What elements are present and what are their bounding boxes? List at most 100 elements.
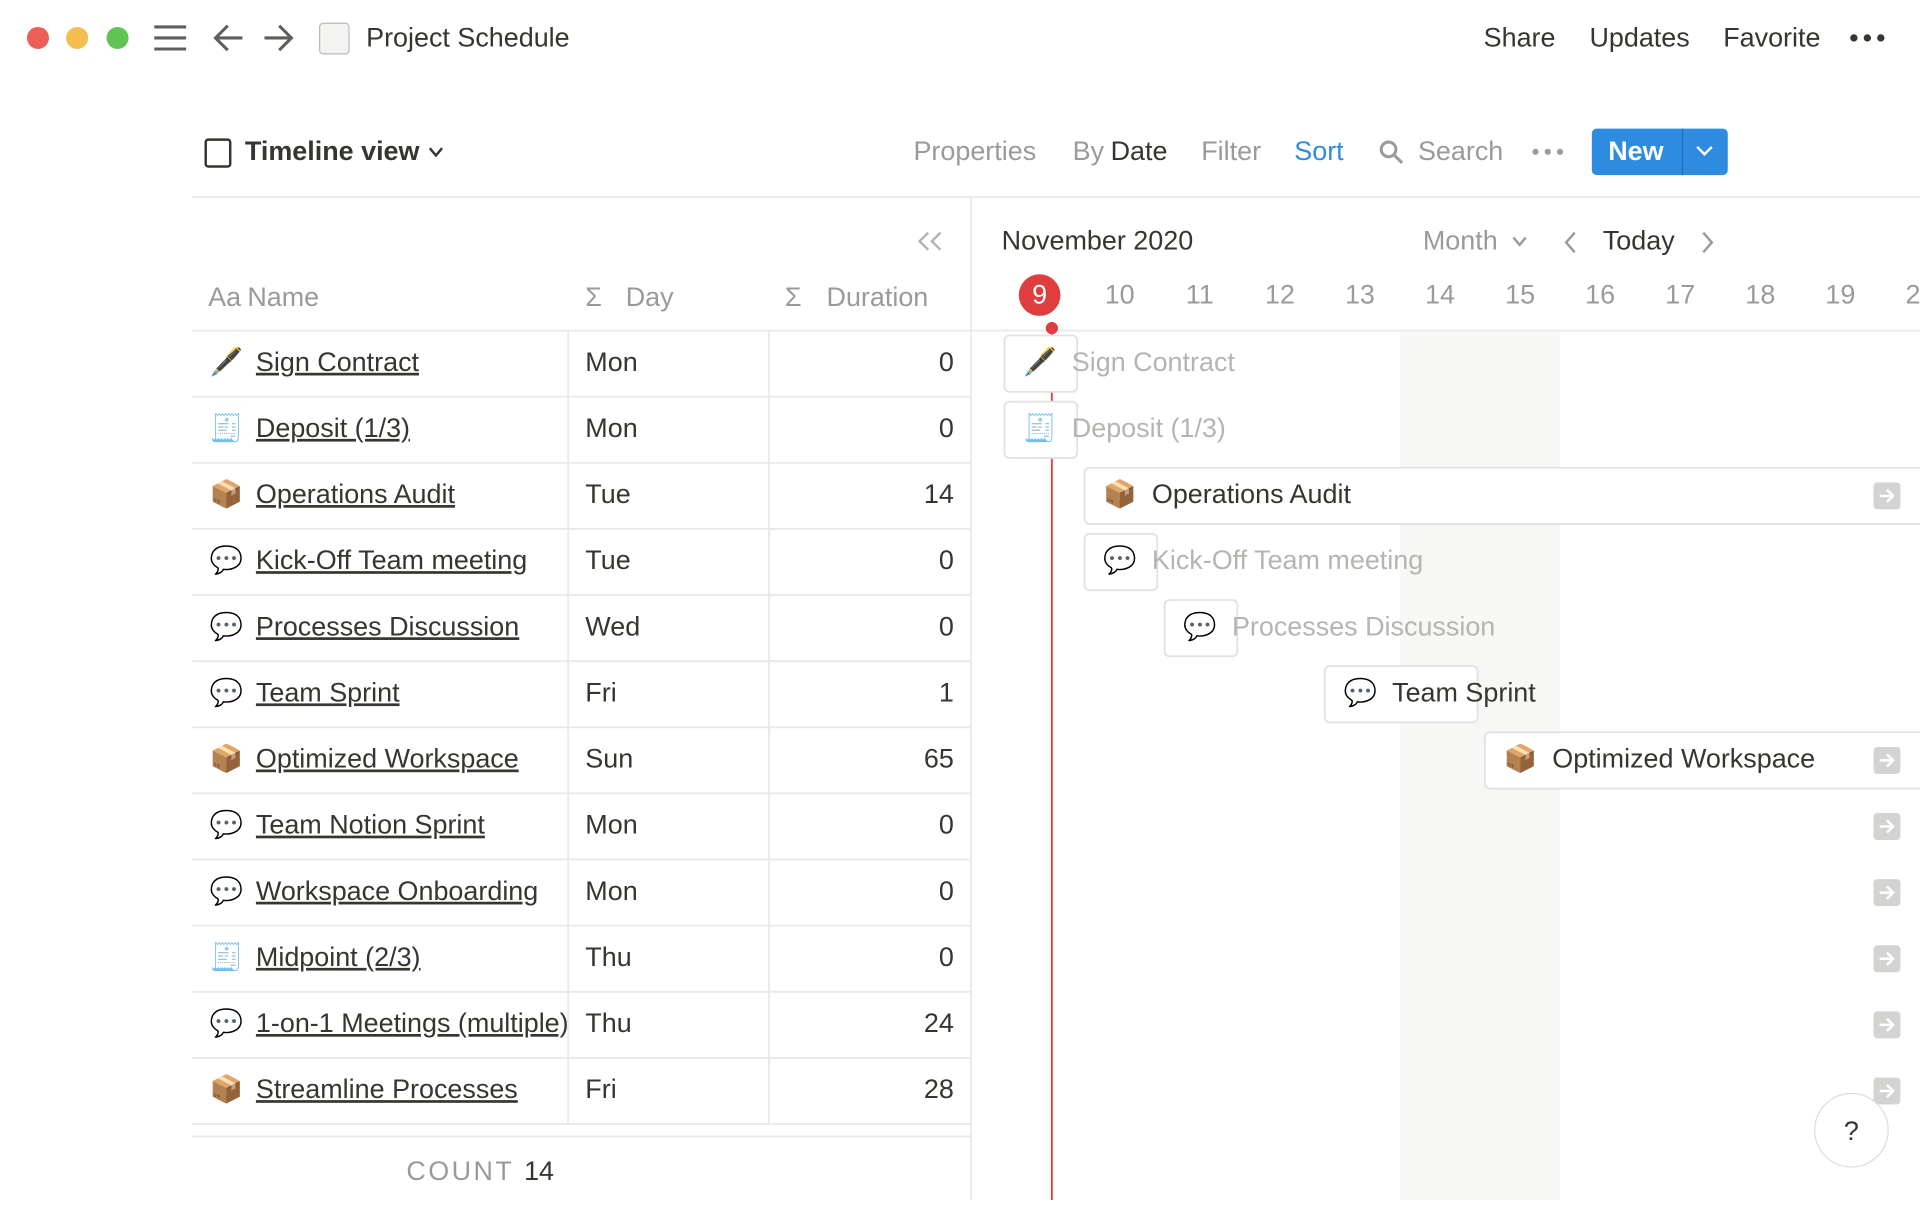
timeline-bar[interactable]: [1003, 400, 1079, 459]
name-cell[interactable]: Operations Audit: [256, 479, 456, 509]
row-icon: 💬: [210, 875, 244, 906]
row-name[interactable]: Operations Audit: [256, 479, 456, 509]
name-cell[interactable]: Team Notion Sprint: [256, 810, 485, 840]
day-label: 12: [1265, 279, 1295, 309]
back-button[interactable]: [213, 24, 243, 52]
collapse-button[interactable]: [917, 231, 942, 251]
more-button[interactable]: [1850, 34, 1885, 42]
favorite-button[interactable]: Favorite: [1723, 22, 1820, 52]
name-cell[interactable]: Midpoint (2/3): [256, 942, 421, 972]
menu-icon[interactable]: [154, 25, 187, 51]
row-name[interactable]: Optimized Workspace: [256, 744, 519, 774]
bar-icon: 💬: [1103, 544, 1137, 575]
column-header[interactable]: Day: [626, 282, 674, 312]
view-icon: [204, 138, 232, 168]
row-name[interactable]: Sign Contract: [256, 347, 420, 377]
row-day: Fri: [585, 1074, 616, 1104]
timeline-bar[interactable]: [1083, 466, 1920, 525]
offscreen-arrow-glyph[interactable]: [1879, 1017, 1895, 1032]
prev-button[interactable]: [1564, 231, 1576, 254]
row-duration: 0: [939, 347, 954, 377]
row-duration: 1: [939, 677, 954, 707]
day-label: 16: [1585, 279, 1615, 309]
offscreen-arrow-glyph[interactable]: [1879, 951, 1895, 966]
by-label[interactable]: By: [1073, 136, 1105, 166]
name-cell[interactable]: Workspace Onboarding: [256, 876, 538, 906]
day-label: 14: [1425, 279, 1455, 309]
row-duration: 0: [939, 413, 954, 443]
name-cell[interactable]: 1-on-1 Meetings (multiple): [256, 1008, 569, 1038]
toolbar-more[interactable]: [1532, 148, 1564, 155]
timeline-bar[interactable]: [1003, 334, 1079, 393]
next-button[interactable]: [1702, 231, 1714, 254]
column-header[interactable]: Name: [247, 282, 319, 312]
minimize-button[interactable]: [66, 26, 89, 49]
row-name[interactable]: 1-on-1 Meetings (multiple): [256, 1008, 569, 1038]
timeline-bar[interactable]: [1163, 599, 1239, 658]
close-button[interactable]: [26, 26, 49, 49]
day-label: 20: [1906, 279, 1920, 309]
page-title: Project Schedule: [366, 22, 570, 52]
name-cell[interactable]: Optimized Workspace: [256, 744, 519, 774]
name-cell[interactable]: Streamline Processes: [256, 1074, 518, 1104]
zoom-button[interactable]: [106, 26, 129, 49]
offscreen-arrow-glyph[interactable]: [1879, 1084, 1895, 1099]
help-label[interactable]: ?: [1844, 1116, 1859, 1146]
bar-label: Optimized Workspace: [1552, 744, 1815, 774]
offscreen-arrow-glyph[interactable]: [1879, 885, 1895, 900]
page-icon: [318, 22, 350, 55]
name-cell[interactable]: Sign Contract: [256, 347, 420, 377]
scale-chevron[interactable]: [1512, 236, 1527, 247]
help-button[interactable]: [1814, 1092, 1889, 1168]
row-name[interactable]: Processes Discussion: [256, 611, 519, 641]
bar-label: Kick-Off Team meeting: [1152, 545, 1423, 575]
bar-label: Processes Discussion: [1232, 611, 1495, 641]
search-icon[interactable]: [1379, 140, 1404, 164]
row-icon: 📦: [210, 743, 244, 774]
column-header[interactable]: Duration: [827, 282, 929, 312]
new-dropdown[interactable]: [1696, 146, 1713, 157]
sort-button[interactable]: Sort: [1294, 136, 1344, 166]
view-chevron[interactable]: [428, 147, 443, 158]
properties-button[interactable]: Properties: [913, 136, 1036, 166]
new-label[interactable]: New: [1608, 136, 1663, 166]
row-name[interactable]: Midpoint (2/3): [256, 942, 421, 972]
name-cell[interactable]: Kick-Off Team meeting: [256, 545, 527, 575]
row-icon: 🧾: [210, 941, 244, 972]
row-name[interactable]: Deposit (1/3): [256, 413, 410, 443]
weekend-band: [1399, 331, 1481, 1200]
updates-button[interactable]: Updates: [1589, 22, 1689, 52]
bar-label: Operations Audit: [1152, 479, 1352, 509]
filter-button[interactable]: Filter: [1201, 136, 1261, 166]
row-icon: 💬: [210, 1007, 244, 1038]
name-cell[interactable]: Processes Discussion: [256, 611, 519, 641]
row-day: Mon: [585, 810, 637, 840]
date-button[interactable]: Date: [1111, 136, 1168, 166]
forward-button[interactable]: [264, 24, 294, 52]
day-label: 9: [1032, 279, 1047, 309]
search-button[interactable]: Search: [1418, 136, 1503, 166]
name-cell[interactable]: Team Sprint: [256, 677, 400, 707]
row-name[interactable]: Streamline Processes: [256, 1074, 518, 1104]
view-selector[interactable]: Timeline view: [245, 136, 420, 166]
row-name[interactable]: Workspace Onboarding: [256, 876, 538, 906]
row-name[interactable]: Kick-Off Team meeting: [256, 545, 527, 575]
bar-icon: 💬: [1183, 610, 1217, 641]
share-button[interactable]: Share: [1484, 22, 1556, 52]
new-button[interactable]: [1591, 128, 1728, 176]
bar-label: Team Sprint: [1392, 677, 1536, 707]
offscreen-arrow-glyph[interactable]: [1879, 819, 1895, 834]
timeline-bar[interactable]: [1484, 731, 1920, 790]
timeline-bar[interactable]: [1083, 532, 1159, 592]
row-name[interactable]: Team Notion Sprint: [256, 810, 485, 840]
timeline-bar[interactable]: [1323, 665, 1479, 724]
scale-selector[interactable]: Month: [1423, 226, 1498, 256]
day-label: 10: [1105, 279, 1135, 309]
row-name[interactable]: Team Sprint: [256, 677, 400, 707]
today-button[interactable]: Today: [1603, 226, 1675, 256]
bar-arrow-glyph: [1879, 753, 1895, 768]
count-label: COUNT: [406, 1156, 514, 1186]
name-type-icon: Aa: [208, 282, 241, 312]
name-cell[interactable]: Deposit (1/3): [256, 413, 410, 443]
row-day: Wed: [585, 611, 640, 641]
